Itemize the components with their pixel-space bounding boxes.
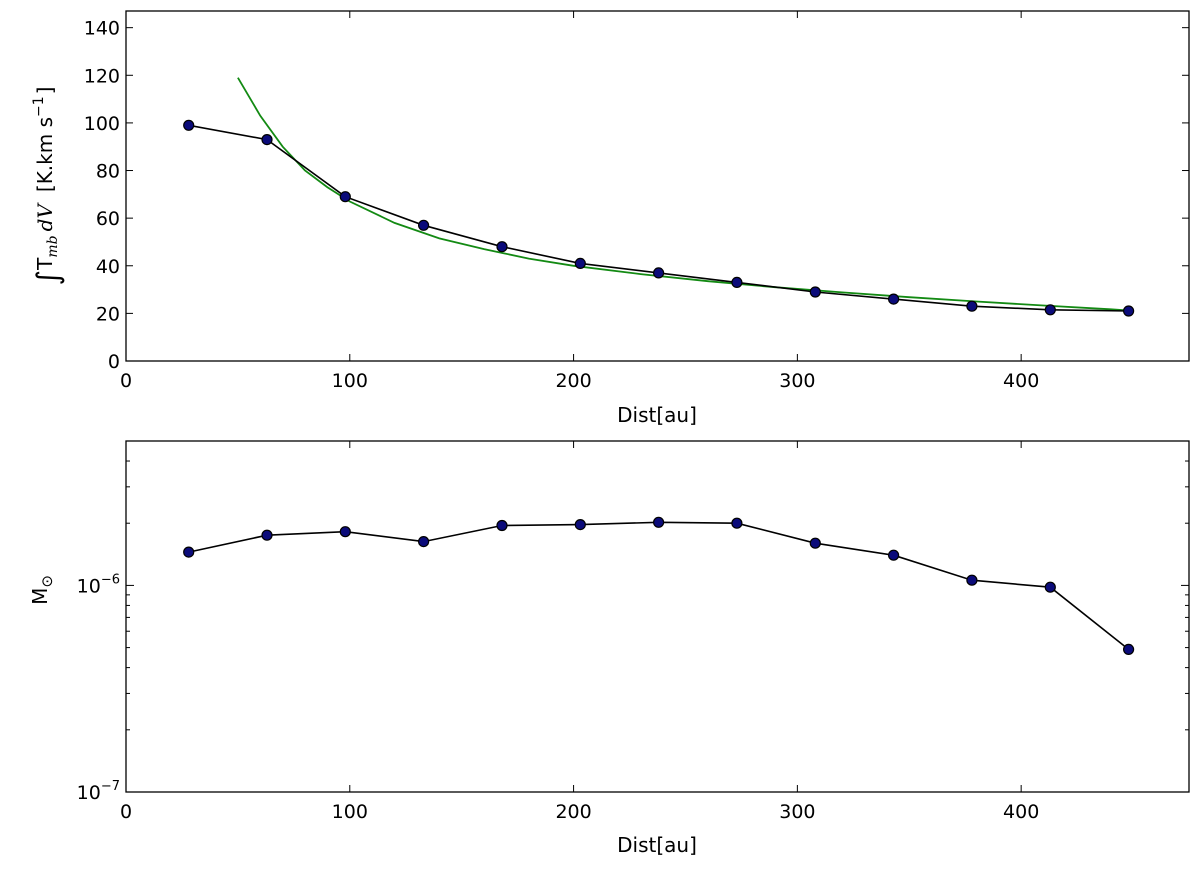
data-point <box>1122 643 1135 656</box>
data-point <box>183 546 195 558</box>
data-point <box>809 537 821 549</box>
y-tick-label: 20 <box>96 303 120 325</box>
svg-text:M⊙: M⊙ <box>28 575 56 605</box>
data-point <box>183 119 195 131</box>
data-point <box>261 529 273 541</box>
bottom-plot-frame <box>125 440 1190 793</box>
data-point <box>339 191 351 203</box>
data-point <box>809 286 821 298</box>
data-point <box>1044 581 1056 593</box>
y-tick-label: 0 <box>108 351 120 373</box>
top-markers-layer <box>183 119 1135 317</box>
x-tick-label: 300 <box>779 370 815 392</box>
data-point <box>339 526 351 538</box>
svg-text:∫TmbdV[K.km s−1]: ∫Tmb dV [K.km s−1] <box>31 87 66 286</box>
x-tick-label: 100 <box>332 801 368 823</box>
fit-curve <box>237 77 1129 312</box>
y-tick-label: 10−6 <box>77 572 120 597</box>
bottom-y-label-sub: ⊙ <box>38 575 56 588</box>
bottom-y-axis-label: M⊙ <box>28 575 56 605</box>
data-series-line <box>188 521 1130 651</box>
top-y-axis-label: ∫Tmb dV [K.km s−1] <box>31 87 66 286</box>
x-tick-label: 200 <box>555 370 591 392</box>
y-tick-label: 100 <box>84 113 120 135</box>
top-ticks: 0 100 200 300 400 0 20 40 60 80 100 120 140 <box>84 11 1189 392</box>
x-tick-label: 200 <box>555 801 591 823</box>
data-point <box>652 516 665 528</box>
data-point <box>966 300 978 312</box>
top-y-label-unit-close: ] <box>33 87 57 95</box>
data-point <box>731 276 743 288</box>
y-tick-label: 120 <box>84 65 120 87</box>
y-tick-label: 60 <box>96 208 120 230</box>
top-y-label-integral: ∫ <box>31 270 66 286</box>
x-tick-label: 400 <box>1003 801 1039 823</box>
data-point <box>496 519 508 532</box>
data-point <box>574 257 586 269</box>
y-tick-label: 40 <box>96 256 120 278</box>
y-tick-exp: −7 <box>101 779 120 794</box>
data-point <box>418 535 430 548</box>
data-point <box>418 219 430 231</box>
data-point <box>574 518 586 531</box>
y-tick-label: 140 <box>84 18 120 40</box>
data-point <box>731 517 743 529</box>
top-panel: 0 100 200 300 400 0 20 40 60 80 100 120 140 Dist[au]… <box>31 10 1190 427</box>
top-x-axis-label: Dist[au] <box>617 403 697 427</box>
data-point <box>496 241 508 253</box>
bottom-y-label-m: M <box>28 588 52 605</box>
top-y-label-dv: dV <box>33 202 57 232</box>
data-point <box>1122 305 1135 317</box>
x-tick-label: 0 <box>120 370 132 392</box>
x-tick-label: 300 <box>779 801 815 823</box>
data-point <box>887 549 900 561</box>
data-point <box>1044 304 1056 316</box>
x-tick-label: 100 <box>332 370 368 392</box>
top-series-layer <box>188 124 1129 312</box>
top-plot-frame <box>125 10 1190 362</box>
data-point <box>652 267 665 279</box>
data-point <box>966 574 978 586</box>
data-point <box>887 293 900 305</box>
y-tick-label: 80 <box>96 161 120 183</box>
y-tick-base: 10 <box>77 782 101 804</box>
x-tick-label: 0 <box>120 801 132 823</box>
top-y-label-unit: [K.km s <box>33 117 57 192</box>
data-series-line <box>188 124 1129 312</box>
x-tick-label: 400 <box>1003 370 1039 392</box>
top-fit-layer <box>237 77 1129 312</box>
data-point <box>261 134 273 146</box>
y-tick-exp: −6 <box>101 572 120 587</box>
y-tick-label: 10−7 <box>77 779 120 804</box>
bottom-series-layer <box>188 521 1130 651</box>
top-y-label-t: T <box>33 257 57 271</box>
top-y-label-unit-exp: −1 <box>31 96 47 117</box>
bottom-markers-layer <box>183 516 1135 656</box>
bottom-x-axis-label: Dist[au] <box>617 833 697 857</box>
top-y-label-t-sub: mb <box>45 235 61 257</box>
y-tick-base: 10 <box>77 575 101 597</box>
